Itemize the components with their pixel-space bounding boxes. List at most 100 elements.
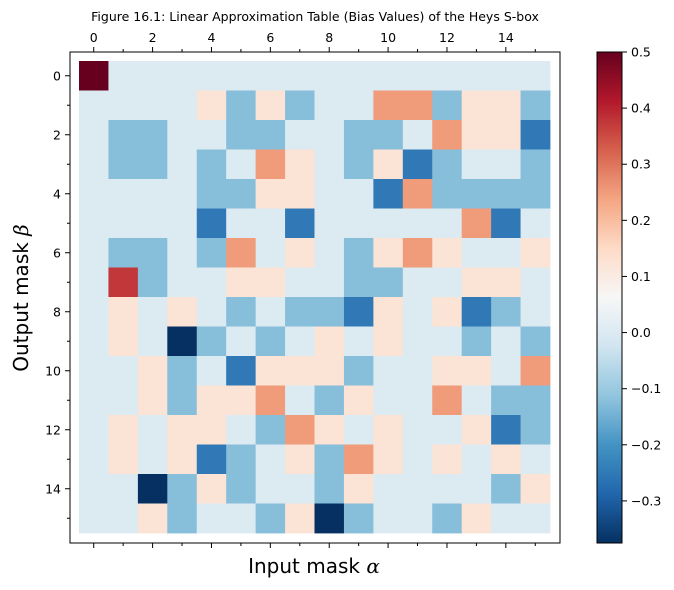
heatmap-cell bbox=[285, 385, 315, 416]
heatmap-cell bbox=[373, 238, 404, 268]
heatmap-cell bbox=[108, 326, 139, 357]
heatmap-cell bbox=[196, 61, 227, 91]
x-tick-label: 10 bbox=[380, 30, 396, 45]
heatmap-cell bbox=[373, 149, 404, 180]
heatmap-cell bbox=[432, 120, 463, 150]
heatmap-cell bbox=[491, 326, 521, 357]
heatmap-cell bbox=[432, 297, 463, 327]
heatmap-cell bbox=[226, 149, 257, 180]
heatmap-cell bbox=[226, 385, 257, 416]
heatmap-cell bbox=[137, 238, 168, 268]
heatmap-cell bbox=[226, 444, 257, 475]
y-tick-label: 2 bbox=[53, 127, 61, 142]
heatmap-cell bbox=[343, 326, 374, 357]
heatmap-cell bbox=[108, 61, 139, 91]
heatmap-cell bbox=[461, 208, 492, 239]
heatmap-cell bbox=[520, 61, 551, 91]
heatmap-cell bbox=[314, 415, 345, 445]
y-tick-label: 0 bbox=[53, 68, 61, 83]
y-axis-label-symbol: β bbox=[9, 224, 33, 237]
heatmap-cell bbox=[520, 120, 551, 150]
colorbar-tick-label: −0.3 bbox=[631, 493, 661, 508]
colorbar-tick-label: 0.5 bbox=[631, 45, 651, 60]
heatmap-cell bbox=[167, 415, 198, 445]
heatmap-cell bbox=[314, 179, 345, 209]
heatmap-cell bbox=[491, 238, 521, 268]
heatmap-cell bbox=[255, 90, 286, 121]
heatmap-cell bbox=[314, 385, 345, 416]
heatmap-cell bbox=[79, 385, 109, 416]
heatmap-cell bbox=[402, 179, 433, 209]
heatmap-cell bbox=[79, 415, 109, 445]
heatmap-cell bbox=[432, 90, 463, 121]
heatmap-cell bbox=[461, 120, 492, 150]
heatmap-cell bbox=[373, 179, 404, 209]
heatmap-cell bbox=[402, 385, 433, 416]
heatmap-cell bbox=[314, 61, 345, 91]
heatmap-cell bbox=[167, 208, 198, 239]
heatmap-cell bbox=[314, 503, 345, 534]
x-tick-label: 0 bbox=[90, 30, 98, 45]
chart-title: Figure 16.1: Linear Approximation Table … bbox=[91, 9, 539, 24]
heatmap-cell bbox=[432, 61, 463, 91]
y-tick-label: 8 bbox=[53, 304, 61, 319]
heatmap-cell bbox=[226, 208, 257, 239]
heatmap-cell bbox=[137, 267, 168, 298]
heatmap-cell bbox=[491, 415, 521, 445]
heatmap-cell bbox=[255, 149, 286, 180]
heatmap-cell bbox=[373, 61, 404, 91]
colorbar-tick-label: 0.3 bbox=[631, 157, 651, 172]
heatmap-cell bbox=[520, 208, 551, 239]
heatmap-cell bbox=[343, 356, 374, 386]
y-tick-label: 4 bbox=[53, 186, 61, 201]
heatmap-cell bbox=[137, 61, 168, 91]
heatmap-cell bbox=[432, 503, 463, 534]
heatmap-cell bbox=[167, 326, 198, 357]
heatmap-cell bbox=[343, 297, 374, 327]
heatmap-cell bbox=[79, 444, 109, 475]
heatmap-cell bbox=[137, 356, 168, 386]
colorbar-tick-label: 0.2 bbox=[631, 213, 651, 228]
x-tick-label: 14 bbox=[498, 30, 514, 45]
heatmap-cell bbox=[520, 297, 551, 327]
heatmap-cell bbox=[314, 474, 345, 504]
heatmap-cell bbox=[137, 297, 168, 327]
heatmap-cell bbox=[343, 267, 374, 298]
heatmap-cell bbox=[167, 385, 198, 416]
heatmap-cell bbox=[285, 474, 315, 504]
heatmap-cell bbox=[196, 149, 227, 180]
heatmap-cell bbox=[285, 444, 315, 475]
heatmap-cell bbox=[491, 61, 521, 91]
heatmap-cell bbox=[226, 415, 257, 445]
heatmap-cell bbox=[167, 297, 198, 327]
heatmap-cell bbox=[196, 297, 227, 327]
heatmap-cell bbox=[108, 444, 139, 475]
heatmap-cell bbox=[79, 474, 109, 504]
heatmap-cell bbox=[196, 90, 227, 121]
heatmap-cell bbox=[167, 444, 198, 475]
x-tick-label: 6 bbox=[266, 30, 274, 45]
heatmap-cell bbox=[373, 267, 404, 298]
y-axis-label-text: Output mask bbox=[9, 242, 33, 372]
colorbar-tick-label: −0.1 bbox=[631, 381, 661, 396]
heatmap-cell bbox=[196, 503, 227, 534]
heatmap-cell bbox=[285, 356, 315, 386]
heatmap-cell bbox=[402, 356, 433, 386]
heatmap-cell bbox=[402, 474, 433, 504]
heatmap-cell bbox=[255, 238, 286, 268]
heatmap-cell bbox=[108, 267, 139, 298]
heatmap-cell bbox=[196, 120, 227, 150]
heatmap-cell bbox=[491, 208, 521, 239]
heatmap-cell bbox=[314, 356, 345, 386]
heatmap-cell bbox=[226, 179, 257, 209]
heatmap-cell bbox=[226, 238, 257, 268]
heatmap-cell bbox=[108, 503, 139, 534]
heatmap-cell bbox=[461, 61, 492, 91]
heatmap-cell bbox=[520, 385, 551, 416]
heatmap-cell bbox=[108, 90, 139, 121]
x-tick-label: 2 bbox=[149, 30, 157, 45]
heatmap-cell bbox=[285, 120, 315, 150]
heatmap-cell bbox=[167, 90, 198, 121]
heatmap-cell bbox=[314, 297, 345, 327]
heatmap-cell bbox=[373, 326, 404, 357]
